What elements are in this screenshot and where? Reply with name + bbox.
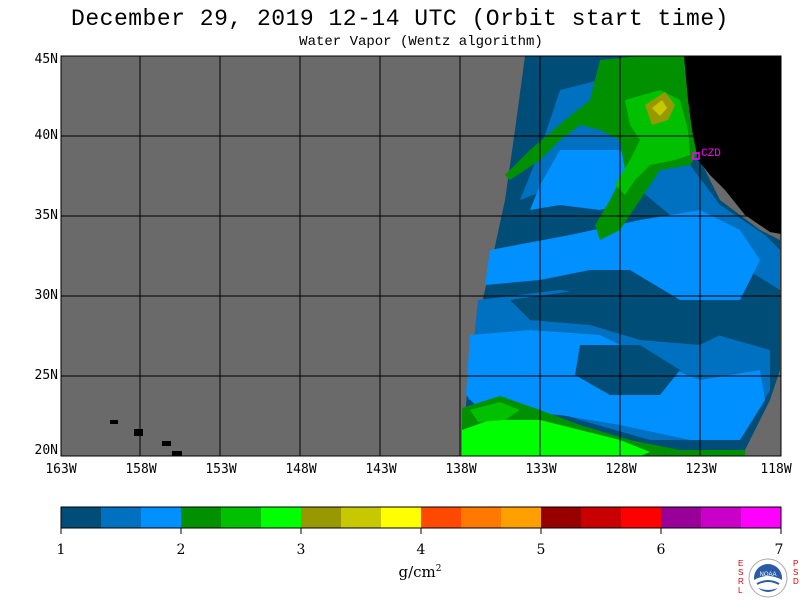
lon-label: 123W xyxy=(685,462,717,477)
hawaiian-islands xyxy=(110,420,182,456)
colorbar-swatch xyxy=(741,507,782,528)
swath-light-green-plume xyxy=(615,90,690,195)
colorbar-tick-label: 2 xyxy=(176,542,186,558)
lat-label: 40N xyxy=(34,128,58,143)
lon-label: 153W xyxy=(205,462,237,477)
colorbar-tick-label: 7 xyxy=(774,542,784,558)
map-grid xyxy=(61,56,781,456)
lon-label: 163W xyxy=(45,462,77,477)
swath-mid-green-south xyxy=(470,402,520,422)
land-mass xyxy=(684,56,781,234)
swath-yellow-peak xyxy=(652,100,667,116)
station-label: CZD xyxy=(701,148,721,160)
colorbar-tick-label: 4 xyxy=(416,542,426,558)
logo-side-letter: D xyxy=(793,577,799,586)
colorbar-tick-label: 6 xyxy=(656,542,666,558)
colorbar-swatch xyxy=(261,507,302,528)
map-subtitle: Water Vapor (Wentz algorithm) xyxy=(299,34,543,50)
logo-side-letter: R xyxy=(738,577,744,586)
colorbar-swatch xyxy=(621,507,662,528)
colorbar-tick-label: 3 xyxy=(296,542,306,558)
colorbar-swatch xyxy=(381,507,422,528)
logo-center-text: NOAA xyxy=(759,572,776,578)
map-title: December 29, 2019 12-14 UTC (Orbit start… xyxy=(71,6,729,32)
colorbar-swatch xyxy=(101,507,142,528)
swath-bright-blue-1 xyxy=(485,210,760,300)
colorbar-swatch xyxy=(181,507,222,528)
lon-label: 138W xyxy=(445,462,477,477)
units-exponent: 2 xyxy=(435,564,442,574)
colorbar-tick-label: 1 xyxy=(56,542,66,558)
colorbar-swatch xyxy=(701,507,742,528)
colorbar-swatch xyxy=(661,507,702,528)
lat-label: 25N xyxy=(34,368,58,383)
lon-label: 158W xyxy=(125,462,157,477)
lon-label: 143W xyxy=(365,462,397,477)
logo-side-letter: L xyxy=(738,586,743,595)
lon-label: 118W xyxy=(760,462,792,477)
colorbar-swatch xyxy=(221,507,262,528)
swath-bright-green-south xyxy=(462,420,650,456)
lon-label: 128W xyxy=(605,462,637,477)
logo-side-letter: S xyxy=(738,568,743,577)
logo-side-letter: P xyxy=(793,559,798,568)
lon-label: 133W xyxy=(525,462,557,477)
map-frame xyxy=(60,55,782,457)
colorbar-swatch xyxy=(61,507,102,528)
colorbar-frame xyxy=(60,506,782,529)
units-text: g/cm xyxy=(398,563,436,581)
logo-side-letter: S xyxy=(793,568,798,577)
colorbar-swatch xyxy=(581,507,622,528)
colorbar-swatch xyxy=(301,507,342,528)
colorbar-swatch xyxy=(541,507,582,528)
logo-side-letter: E xyxy=(738,559,743,568)
colorbar-swatch xyxy=(341,507,382,528)
lat-label: 30N xyxy=(34,288,58,303)
colorbar-units: g/cm2 xyxy=(380,563,460,581)
colorbar-swatch xyxy=(461,507,502,528)
colorbar-swatch xyxy=(501,507,542,528)
colorbar-tick-label: 5 xyxy=(536,542,546,558)
lat-label: 45N xyxy=(34,52,58,67)
lon-label: 148W xyxy=(285,462,317,477)
lat-label: 20N xyxy=(34,443,58,458)
lat-label: 35N xyxy=(34,208,58,223)
colorbar xyxy=(60,507,782,534)
station-marker xyxy=(692,152,700,160)
colorbar-swatch xyxy=(421,507,462,528)
colorbar-swatch xyxy=(141,507,182,528)
swath-dark-streak-2 xyxy=(575,345,680,395)
